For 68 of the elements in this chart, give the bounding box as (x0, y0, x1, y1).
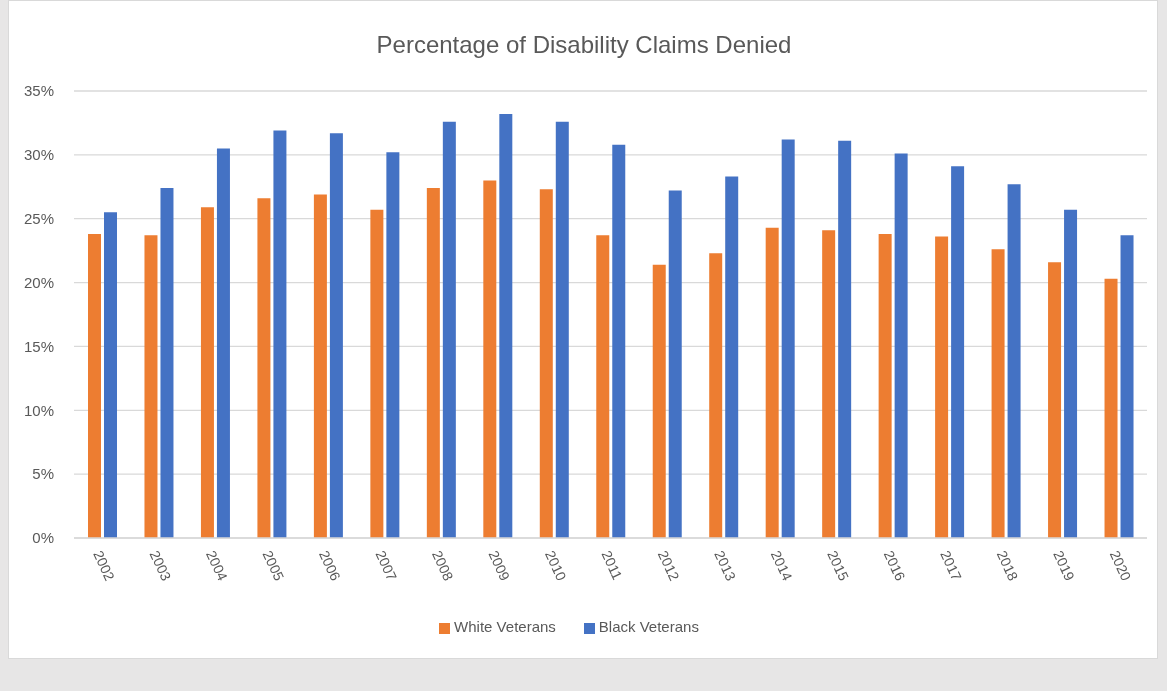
x-tick-label: 2013 (711, 548, 740, 584)
x-tick-label: 2003 (146, 548, 175, 584)
bar (838, 140, 852, 538)
x-tick-label: 2008 (429, 548, 457, 584)
x-tick-label: 2016 (880, 548, 909, 584)
bar (499, 113, 513, 538)
x-tick-label: 2007 (372, 548, 401, 584)
bar (257, 198, 271, 538)
x-tick-label: 2006 (316, 548, 344, 584)
bar (273, 130, 287, 538)
bar (709, 253, 723, 538)
bar (88, 234, 101, 538)
x-tick-label: 2019 (1050, 548, 1078, 584)
x-tick-label: 2002 (90, 548, 118, 584)
bar (1120, 235, 1134, 538)
bar (1064, 209, 1078, 538)
bar (668, 190, 682, 538)
x-tick-label: 2009 (485, 548, 514, 584)
bar (483, 180, 497, 538)
x-tick-label: 2012 (654, 548, 683, 584)
y-tick-label: 5% (32, 465, 54, 483)
x-tick-label: 2020 (1106, 548, 1135, 584)
legend-label: White Veterans (454, 618, 556, 635)
x-tick-label: 2004 (203, 548, 231, 584)
bar (313, 194, 327, 538)
y-tick-label: 30% (23, 146, 54, 164)
bar (781, 139, 795, 538)
bar (539, 189, 553, 538)
bar (426, 188, 440, 538)
bar (160, 188, 174, 538)
chart-title: Percentage of Disability Claims Denied (375, 31, 793, 59)
x-tick-label: 2011 (598, 548, 626, 583)
bar (991, 249, 1005, 538)
y-tick-label: 0% (32, 529, 54, 547)
x-tick-label: 2017 (937, 548, 966, 584)
bar (1104, 278, 1118, 538)
bar (612, 144, 626, 538)
bar (596, 235, 610, 538)
bar (1048, 262, 1062, 538)
bar (725, 176, 739, 538)
y-tick-label: 15% (23, 337, 54, 355)
bar (935, 236, 949, 538)
bar (329, 133, 343, 538)
bar (951, 166, 965, 538)
bar (1007, 184, 1021, 538)
y-tick-label: 25% (23, 210, 54, 228)
bar (878, 234, 892, 538)
bar (200, 207, 214, 538)
bar (652, 264, 666, 538)
bar (765, 227, 779, 538)
bar (386, 152, 400, 538)
bar (822, 230, 836, 538)
y-tick-label: 35% (23, 82, 54, 100)
legend-label: Black Veterans (598, 618, 699, 635)
x-tick-label: 2014 (767, 548, 796, 584)
bar (104, 212, 117, 538)
bar (144, 235, 158, 538)
bar (442, 121, 456, 538)
x-tick-label: 2010 (541, 548, 570, 584)
x-tick-label: 2015 (824, 548, 853, 584)
bar (894, 153, 908, 538)
x-tick-label: 2005 (259, 548, 288, 584)
x-tick-label: 2018 (993, 548, 1022, 584)
y-tick-label: 20% (23, 273, 54, 291)
bar (370, 209, 384, 538)
bar (216, 148, 230, 538)
bar (555, 121, 569, 538)
y-tick-label: 10% (23, 401, 54, 419)
